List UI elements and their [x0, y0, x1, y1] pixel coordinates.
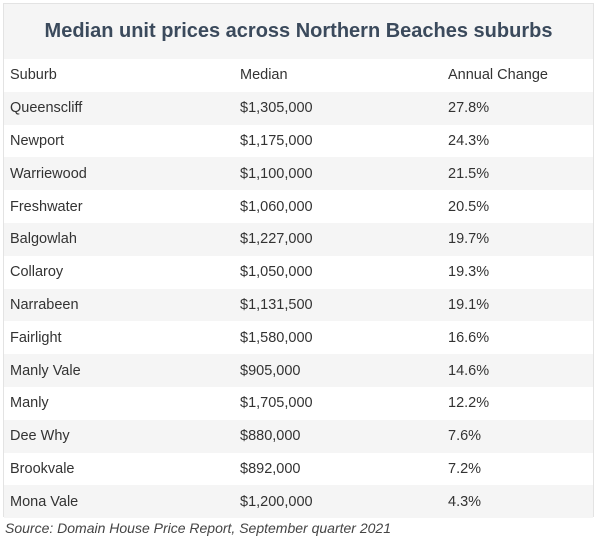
suburb-cell: Dee Why	[10, 428, 70, 445]
annual-change-cell: 20.5%	[448, 198, 490, 215]
annual-change-cell: 16.6%	[448, 329, 490, 346]
median-cell: $880,000	[240, 428, 301, 445]
median-cell: $1,175,000	[240, 132, 313, 149]
annual-change-cell: 4.3%	[448, 493, 482, 510]
median-cell: $1,227,000	[240, 231, 313, 248]
suburb-cell: Freshwater	[10, 198, 83, 215]
median-cell: $905,000	[240, 362, 301, 379]
table-row: Manly $1,705,000 12.2%	[4, 386, 593, 420]
source-note: Source: Domain House Price Report, Septe…	[5, 520, 391, 536]
table-row: Warriewood $1,100,000 21.5%	[4, 157, 593, 191]
annual-change-cell: 24.3%	[448, 132, 490, 149]
annual-change-cell: 7.6%	[448, 428, 482, 445]
table-row: Collaroy $1,050,000 19.3%	[4, 255, 593, 289]
median-cell: $1,580,000	[240, 329, 313, 346]
annual-change-cell: 7.2%	[448, 460, 482, 477]
median-cell: $1,305,000	[240, 100, 313, 117]
suburb-cell: Collaroy	[10, 264, 64, 281]
annual-change-cell: 19.3%	[448, 264, 490, 281]
suburb-cell: Queenscliff	[10, 100, 83, 117]
column-header-suburb: Suburb	[10, 67, 57, 84]
suburb-cell: Newport	[10, 132, 64, 149]
table-row: Balgowlah $1,227,000 19.7%	[4, 222, 593, 256]
table-row: Narrabeen $1,131,500 19.1%	[4, 288, 593, 322]
table-header-row: Suburb Median Annual Change	[4, 59, 593, 92]
table-row: Fairlight $1,580,000 16.6%	[4, 321, 593, 355]
annual-change-cell: 12.2%	[448, 395, 490, 412]
suburb-cell: Manly Vale	[10, 362, 81, 379]
median-cell: $892,000	[240, 460, 301, 477]
suburb-cell: Warriewood	[10, 165, 87, 182]
column-header-median: Median	[240, 67, 288, 84]
median-cell: $1,060,000	[240, 198, 313, 215]
annual-change-cell: 21.5%	[448, 165, 490, 182]
annual-change-cell: 14.6%	[448, 362, 490, 379]
price-table-card: Median unit prices across Northern Beach…	[3, 3, 594, 519]
price-table: Suburb Median Annual Change Queenscliff $…	[4, 59, 593, 519]
annual-change-cell: 27.8%	[448, 100, 490, 117]
median-cell: $1,131,500	[240, 296, 313, 313]
annual-change-cell: 19.7%	[448, 231, 490, 248]
suburb-cell: Fairlight	[10, 329, 62, 346]
median-cell: $1,100,000	[240, 165, 313, 182]
suburb-cell: Narrabeen	[10, 296, 79, 313]
median-cell: $1,200,000	[240, 493, 313, 510]
table-row: Freshwater $1,060,000 20.5%	[4, 190, 593, 223]
table-row: Queenscliff $1,305,000 27.8%	[4, 91, 593, 125]
median-cell: $1,705,000	[240, 395, 313, 412]
table-row: Mona Vale $1,200,000 4.3%	[4, 485, 593, 519]
suburb-cell: Mona Vale	[10, 493, 79, 510]
suburb-cell: Brookvale	[10, 460, 75, 477]
annual-change-cell: 19.1%	[448, 296, 490, 313]
suburb-cell: Balgowlah	[10, 231, 77, 248]
table-title: Median unit prices across Northern Beach…	[4, 4, 593, 59]
median-cell: $1,050,000	[240, 264, 313, 281]
suburb-cell: Manly	[10, 395, 49, 412]
table-row: Manly Vale $905,000 14.6%	[4, 354, 593, 387]
table-row: Newport $1,175,000 24.3%	[4, 124, 593, 158]
table-row: Brookvale $892,000 7.2%	[4, 452, 593, 486]
table-row: Dee Why $880,000 7.6%	[4, 419, 593, 453]
column-header-annual-change: Annual Change	[448, 67, 548, 84]
